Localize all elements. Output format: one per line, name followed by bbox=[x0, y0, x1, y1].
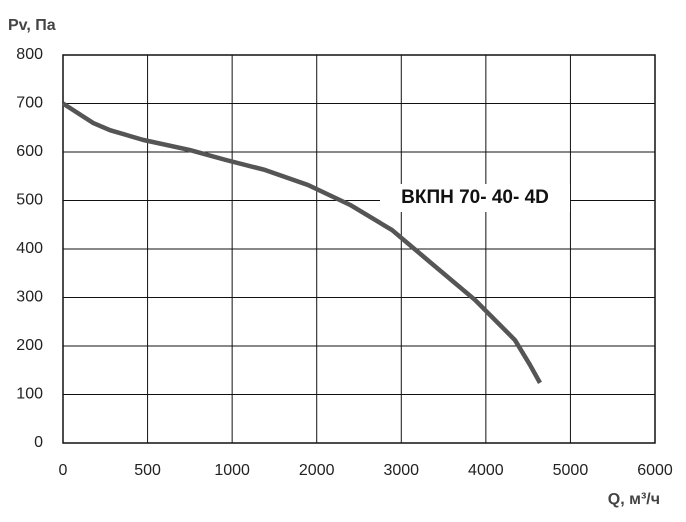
y-tick-label: 600 bbox=[16, 143, 43, 160]
y-tick-label: 300 bbox=[16, 289, 43, 306]
x-tick-label: 2000 bbox=[299, 462, 335, 479]
x-tick-label: 0 bbox=[59, 462, 68, 479]
y-tick-label: 700 bbox=[16, 95, 43, 112]
x-tick-label: 6000 bbox=[637, 462, 673, 479]
annotation-bg bbox=[380, 184, 570, 212]
x-tick-label: 3000 bbox=[383, 462, 419, 479]
y-axis-label: Pv, Па bbox=[8, 17, 56, 34]
x-tick-label: 5000 bbox=[553, 462, 589, 479]
y-tick-label: 800 bbox=[16, 46, 43, 63]
annotation: ВКПН 70- 40- 4D bbox=[401, 187, 549, 208]
x-tick-label: 500 bbox=[134, 462, 161, 479]
y-tick-label: 0 bbox=[34, 434, 43, 451]
data-line bbox=[61, 101, 542, 384]
x-axis-label: Q, м³/ч bbox=[608, 491, 660, 508]
y-tick-label: 200 bbox=[16, 337, 43, 354]
x-tick-label: 1000 bbox=[214, 462, 250, 479]
x-tick-label: 4000 bbox=[468, 462, 504, 479]
y-tick-label: 100 bbox=[16, 386, 43, 403]
y-tick-label: 400 bbox=[16, 240, 43, 257]
y-tick-label: 500 bbox=[16, 192, 43, 209]
